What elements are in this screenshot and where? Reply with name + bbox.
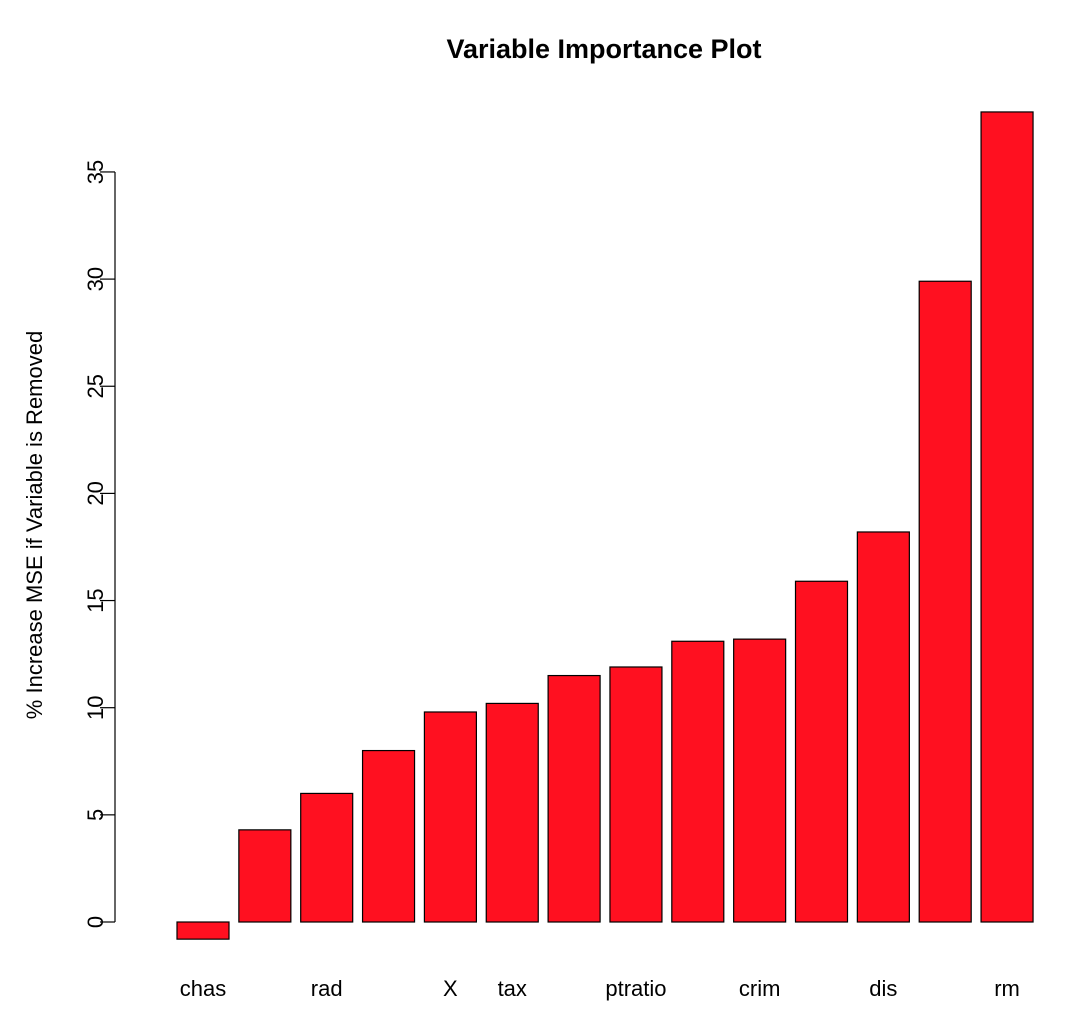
x-category-label: X xyxy=(443,976,458,1001)
bar xyxy=(609,666,663,923)
y-tick-label: 10 xyxy=(83,695,108,719)
bar xyxy=(485,702,539,923)
y-tick-label: 25 xyxy=(83,374,108,398)
bar xyxy=(733,638,787,923)
y-axis: 0 5 10 15 20 25 30 35 xyxy=(83,160,116,928)
bar xyxy=(423,711,477,923)
x-category-label: chas xyxy=(180,976,226,1001)
bar xyxy=(918,280,972,923)
bar xyxy=(794,580,849,923)
x-category-label: crim xyxy=(739,976,781,1001)
y-tick-label: 35 xyxy=(83,160,108,184)
bar xyxy=(856,531,910,923)
bar xyxy=(671,640,725,923)
bar xyxy=(361,749,416,923)
x-category-label: tax xyxy=(498,976,527,1001)
y-tick-label: 15 xyxy=(83,588,108,612)
bar xyxy=(176,921,230,940)
x-category-label: ptratio xyxy=(605,976,666,1001)
x-category-label: rad xyxy=(311,976,343,1001)
bars-group xyxy=(176,111,1034,940)
bar xyxy=(547,674,601,923)
y-tick-label: 30 xyxy=(83,267,108,291)
chart-title: Variable Importance Plot xyxy=(446,34,761,64)
bar xyxy=(238,829,292,923)
bar xyxy=(300,792,354,923)
x-category-label: rm xyxy=(994,976,1020,1001)
y-tick-label: 20 xyxy=(83,481,108,505)
y-tick-label: 5 xyxy=(83,809,108,821)
y-axis-label: % Increase MSE if Variable is Removed xyxy=(22,331,47,719)
bar xyxy=(980,111,1034,923)
y-tick-label: 0 xyxy=(83,916,108,928)
x-category-label: dis xyxy=(869,976,897,1001)
